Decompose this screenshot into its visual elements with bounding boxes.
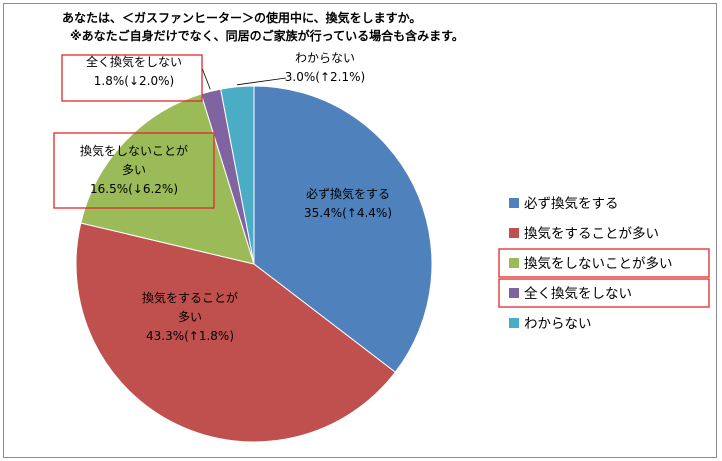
- data-label-5-line-2: 3.0%(↑2.1%): [285, 70, 365, 84]
- legend-swatch-2: [509, 228, 519, 238]
- data-label-highlight-box: [61, 54, 203, 102]
- legend-label-5: わからない: [524, 316, 592, 332]
- data-label-3-line-2: 多い: [122, 163, 146, 177]
- data-label-1-line-1: 必ず換気をする: [306, 186, 390, 201]
- chart-subtitle: ※あなたご自身だけでなく、同居のご家族が行っている場合も含みます。: [70, 28, 464, 43]
- chart-title: あなたは、＜ガスファンヒーター＞の使用中に、換気をしますか。: [62, 10, 421, 25]
- legend: 必ず換気をする換気をすることが多い換気をしないことが多い全く換気をしないわからな…: [498, 196, 710, 332]
- data-label-2-line-3: 43.3%(↑1.8%): [146, 329, 234, 343]
- data-labels: 必ず換気をする35.4%(↑4.4%)換気をすることが多い43.3%(↑1.8%…: [53, 51, 392, 343]
- data-label-4-line-1: 全く換気をしない: [86, 54, 182, 69]
- legend-swatch-4: [509, 288, 519, 298]
- legend-label-1: 必ず換気をする: [524, 196, 619, 212]
- legend-highlight-box: [498, 248, 710, 278]
- legend-swatch-5: [509, 318, 519, 328]
- legend-label-4: 全く換気をしない: [524, 285, 632, 302]
- legend-label-2: 換気をすることが多い: [524, 225, 659, 242]
- pie-slice-1: [253, 85, 433, 373]
- legend-highlight-box: [498, 278, 710, 308]
- pie-slice-5: [220, 85, 255, 265]
- leader-line-4: [201, 67, 211, 90]
- legend-swatch-1: [509, 198, 519, 208]
- data-label-3-line-3: 16.5%(↓6.2%): [90, 182, 178, 196]
- data-label-4-line-2: 1.8%(↓2.0%): [94, 74, 174, 88]
- data-label-2-line-1: 換気をすることが: [142, 290, 238, 305]
- data-label-highlight-box: [53, 132, 215, 209]
- legend-swatch-3: [509, 258, 519, 268]
- data-label-2-line-2: 多い: [178, 310, 202, 324]
- data-label-3-line-1: 換気をしないことが: [80, 143, 188, 158]
- leader-line-5: [237, 77, 287, 86]
- leader-lines: [201, 67, 287, 90]
- pie-slices: [75, 85, 433, 443]
- data-label-5-line-1: わからない: [295, 51, 355, 65]
- pie-slice-2: [75, 222, 397, 443]
- data-label-1-line-2: 35.4%(↑4.4%): [304, 206, 392, 220]
- legend-label-3: 換気をしないことが多い: [524, 255, 673, 272]
